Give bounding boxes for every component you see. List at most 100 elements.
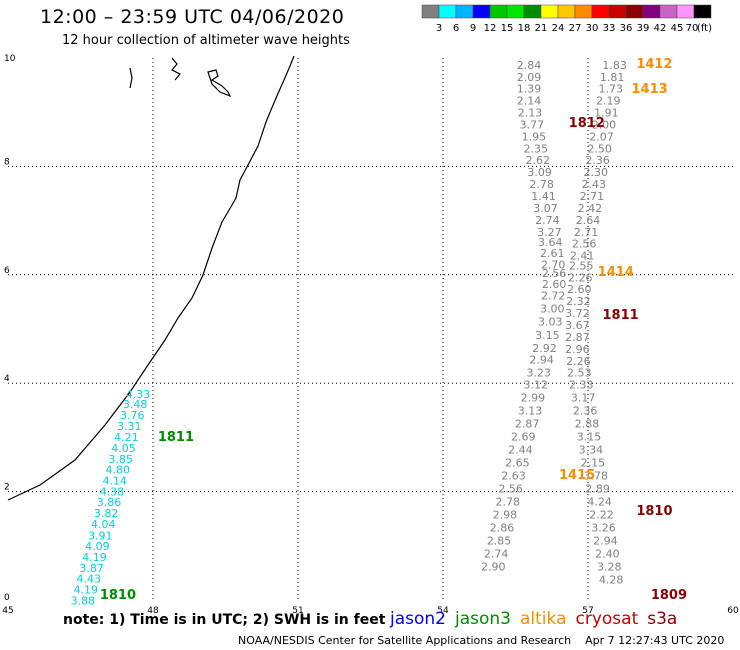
wave-height-label: 2.64 — [576, 214, 601, 227]
wave-height-label: 2.43 — [582, 178, 607, 191]
wave-height-label: 2.56 — [498, 483, 523, 496]
wave-height-label: 3.91 — [88, 529, 113, 542]
colorbar-swatch — [438, 4, 457, 19]
colorbar-label: 42 — [654, 23, 667, 34]
wave-height-label: 3.77 — [520, 118, 545, 131]
wave-height-label: 2.60 — [542, 278, 567, 291]
legend-s3a: s3a — [647, 609, 678, 629]
wave-height-label: 3.17 — [571, 392, 596, 405]
wave-height-label: 4.21 — [114, 431, 139, 444]
colorbar-swatch — [591, 4, 610, 19]
wave-height-label: 2.22 — [589, 509, 614, 522]
colorbar-swatch — [642, 4, 661, 19]
wave-height-label: 3.15 — [535, 329, 560, 342]
wave-height-label: 3.78 — [583, 470, 608, 483]
wave-height-label: 2.50 — [587, 142, 612, 155]
swh-colorbar: 3 6 9 12 15 18 21 24 27 30 33 36 39 42 45 70(ft) — [421, 4, 712, 34]
wave-height-label: 2.87 — [515, 418, 540, 431]
wave-height-label: 4.43 — [76, 573, 101, 586]
island-1 — [129, 67, 133, 89]
wave-height-label: 3.00 — [540, 303, 565, 316]
wave-height-label: 3.34 — [579, 444, 604, 457]
wave-height-label: 2.07 — [589, 130, 614, 143]
note-text: note: 1) Time is in UTC; 2) SWH is in fe… — [63, 612, 386, 628]
colorbar-label: 30 — [586, 23, 599, 34]
y-tick-label: 2 — [4, 483, 10, 493]
track-id-label: 1413 — [632, 82, 668, 97]
y-tick-label: 6 — [4, 266, 10, 276]
wave-height-label: 1.81 — [600, 71, 625, 84]
colorbar-label: 6 — [453, 23, 459, 34]
wave-height-label: 2.87 — [565, 331, 590, 344]
wave-height-label: 2.09 — [517, 71, 542, 84]
wave-height-label: 3.28 — [597, 561, 622, 574]
wave-height-label: 3.26 — [591, 522, 616, 535]
wave-height-label: 3.15 — [577, 431, 602, 444]
colorbar-unit: (ft) — [697, 23, 712, 34]
x-tick-label: 45 — [2, 606, 13, 616]
wave-height-label: 3.13 — [518, 405, 543, 418]
wave-height-label: 2.56 — [572, 238, 597, 251]
track-id-label: 1412 — [636, 57, 672, 72]
wave-height-label: 3.31 — [117, 420, 142, 433]
wave-height-label: 3.76 — [120, 409, 145, 422]
wave-height-label: 2.30 — [583, 166, 608, 179]
wave-height-label: 2.69 — [511, 431, 536, 444]
legend-jason2: jason2 — [390, 609, 446, 629]
wave-height-label: 2.26 — [566, 355, 591, 368]
island-2 — [171, 57, 181, 81]
wave-height-label: 4.33 — [126, 388, 151, 401]
x-tick-label: 48 — [147, 606, 159, 616]
wave-height-label: 4.38 — [100, 485, 125, 498]
y-tick-label: 10 — [4, 54, 16, 64]
wave-height-label: 2.65 — [505, 457, 530, 470]
x-tick-label: 60 — [727, 606, 739, 616]
wave-height-label: 2.94 — [593, 535, 618, 548]
colorbar-label: 39 — [637, 23, 650, 34]
colorbar-swatch — [455, 4, 474, 19]
wave-height-label: 1.95 — [522, 130, 547, 143]
wave-height-label: 2.44 — [508, 444, 533, 457]
track-id-label: 1415 — [559, 468, 595, 483]
wave-height-label: 2.84 — [517, 59, 542, 72]
colorbar-swatch — [472, 4, 491, 19]
colorbar-label: 36 — [620, 23, 633, 34]
timestamp: Apr 7 12:27:43 UTC 2020 — [585, 634, 725, 647]
track-labels: 1811 1810 1412 1413 1812 1414 1811 1415 1810 1809 — [100, 57, 687, 603]
wave-height-label: 2.94 — [529, 354, 554, 367]
wave-height-label: 2.86 — [490, 522, 515, 535]
colorbar-swatch — [540, 4, 559, 19]
colorbar-label: 12 — [484, 23, 497, 34]
wave-height-label: 2.70 — [541, 258, 566, 271]
colorbar-swatch — [506, 4, 525, 19]
wave-height-label: 2.15 — [581, 457, 606, 470]
wave-height-label: 4.14 — [103, 475, 128, 488]
wave-height-label: 2.36 — [585, 154, 610, 167]
wave-height-label: 3.85 — [108, 453, 133, 466]
track-id-label: 1810 — [636, 504, 672, 519]
wave-height-label: 3.64 — [538, 236, 563, 249]
colorbar-swatch — [659, 4, 678, 19]
colorbar-swatch — [421, 4, 440, 19]
x-tick-label: 54 — [437, 606, 449, 616]
colorbar-label: 70 — [686, 23, 699, 34]
wave-height-label: 2.32 — [566, 295, 591, 308]
wave-height-label: 2.71 — [574, 226, 599, 239]
wave-height-label: 2.88 — [575, 418, 600, 431]
wave-height-label: 2.78 — [496, 496, 521, 509]
colorbar-swatch — [489, 4, 508, 19]
wave-height-label: 2.13 — [518, 107, 543, 120]
wave-height-label: 2.19 — [596, 95, 621, 108]
legend-jason3: jason3 — [455, 609, 511, 629]
wave-height-label: 2.41 — [570, 250, 595, 263]
wave-height-label: 1.91 — [594, 107, 619, 120]
wave-height-label: 3.09 — [527, 166, 552, 179]
wave-height-label: 3.82 — [94, 507, 119, 520]
colorbar-swatch — [693, 4, 712, 19]
wave-height-label: 3.03 — [538, 316, 563, 329]
wave-height-label: 3.67 — [565, 319, 590, 332]
legend-altika: altika — [520, 609, 567, 629]
wave-height-label: 4.28 — [599, 574, 624, 587]
colorbar-label: 27 — [569, 23, 582, 34]
